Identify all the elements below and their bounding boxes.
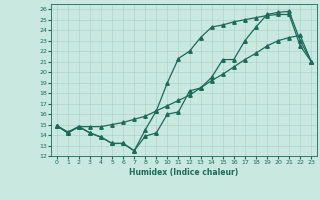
X-axis label: Humidex (Indice chaleur): Humidex (Indice chaleur): [129, 168, 239, 177]
